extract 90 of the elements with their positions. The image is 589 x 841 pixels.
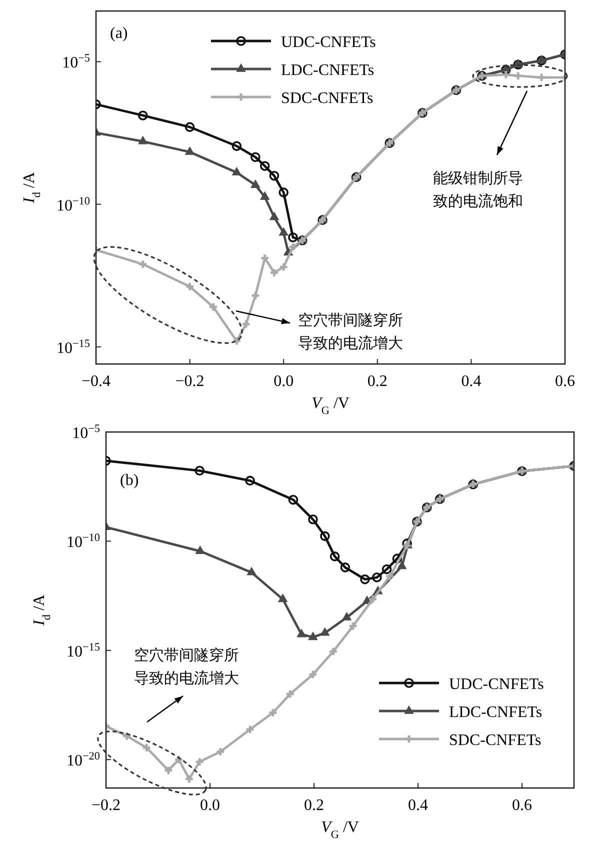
point (232, 141, 242, 151)
x-axis-title: V$_{G}$ /V (321, 819, 360, 841)
y-tick-label: 10$^{−5}$ (62, 52, 90, 72)
point (186, 775, 193, 783)
point (369, 596, 376, 603)
point (308, 514, 318, 524)
x-tick-label: 0.0 (274, 373, 294, 390)
point (392, 554, 402, 564)
point (309, 670, 317, 678)
point (232, 166, 242, 176)
point (164, 766, 172, 774)
point (184, 146, 195, 155)
point (286, 690, 294, 698)
point (289, 243, 297, 251)
point (186, 282, 194, 290)
point (196, 758, 204, 766)
y-tick-label: 10$^{−15}$ (56, 338, 90, 357)
point (280, 263, 288, 271)
point (252, 292, 260, 300)
point (138, 136, 148, 144)
x-tick-label: 0.4 (461, 373, 482, 390)
point (246, 726, 254, 734)
point (269, 212, 280, 220)
point (184, 122, 195, 132)
x-tick-label: 0.0 (200, 797, 220, 814)
point (372, 572, 382, 582)
annotation: 空穴带间隧穿所导致的电流增大 (298, 311, 403, 352)
x-tick-label: 0.2 (367, 373, 388, 390)
y-tick-label: 10$^{−20}$ (66, 750, 100, 770)
point (250, 179, 260, 188)
point (242, 320, 250, 328)
text: (a) (110, 25, 128, 42)
point (269, 170, 280, 181)
x-tick-label: −0.2 (175, 373, 204, 390)
point (330, 648, 337, 656)
point (278, 188, 288, 198)
point (269, 709, 277, 716)
point (502, 71, 510, 78)
legend-label: LDC-CNFETs (281, 62, 374, 79)
point (261, 254, 269, 262)
point (210, 303, 217, 311)
point (342, 612, 352, 620)
x-tick-label: 0.6 (555, 373, 575, 390)
point (513, 60, 523, 70)
point (360, 574, 370, 584)
legend-label: UDC-CNFETs (281, 34, 376, 51)
legend-label: UDC-CNFETs (449, 676, 544, 693)
point (270, 268, 278, 276)
point (195, 545, 206, 554)
point (278, 594, 288, 602)
point (260, 161, 270, 171)
point (194, 466, 204, 476)
legend-label: SDC-CNFETs (281, 90, 374, 107)
point (386, 572, 394, 580)
y-tick-label: 10$^{−10}$ (66, 532, 100, 552)
point (245, 476, 255, 486)
point (288, 494, 298, 505)
point (382, 564, 392, 574)
point (142, 744, 150, 752)
point (260, 191, 270, 200)
text: (b) (120, 472, 139, 489)
point (138, 110, 148, 120)
point (320, 627, 330, 636)
point (246, 566, 257, 576)
x-tick-label: 0.4 (408, 797, 428, 814)
y-tick-label: 10$^{−5}$ (72, 423, 100, 442)
point (396, 560, 407, 570)
point (330, 552, 340, 562)
point (216, 748, 224, 756)
point (288, 232, 298, 242)
x-axis-title: V$_{G}$ /V (312, 395, 350, 417)
point (340, 562, 350, 572)
point (320, 531, 330, 542)
annotation: 空穴带间隧穿所导致的电流增大 (134, 646, 239, 687)
x-tick-label: −0.4 (81, 373, 111, 390)
point (514, 72, 522, 80)
x-tick-label: 0.2 (304, 797, 324, 814)
point (308, 632, 318, 640)
legend-label: SDC-CNFETs (449, 732, 542, 749)
annotation: 能级钳制所导致的电流饱和 (433, 169, 523, 210)
x-tick-label: 0.6 (512, 797, 532, 814)
y-tick-label: 10$^{−15}$ (66, 641, 100, 660)
point (278, 227, 289, 236)
point (538, 74, 546, 82)
point (139, 260, 147, 268)
point (250, 152, 260, 162)
y-tick-label: 10$^{−10}$ (56, 195, 90, 214)
point (296, 628, 306, 638)
legend-label: LDC-CNFETs (449, 704, 542, 721)
x-tick-label: −0.2 (91, 797, 121, 814)
